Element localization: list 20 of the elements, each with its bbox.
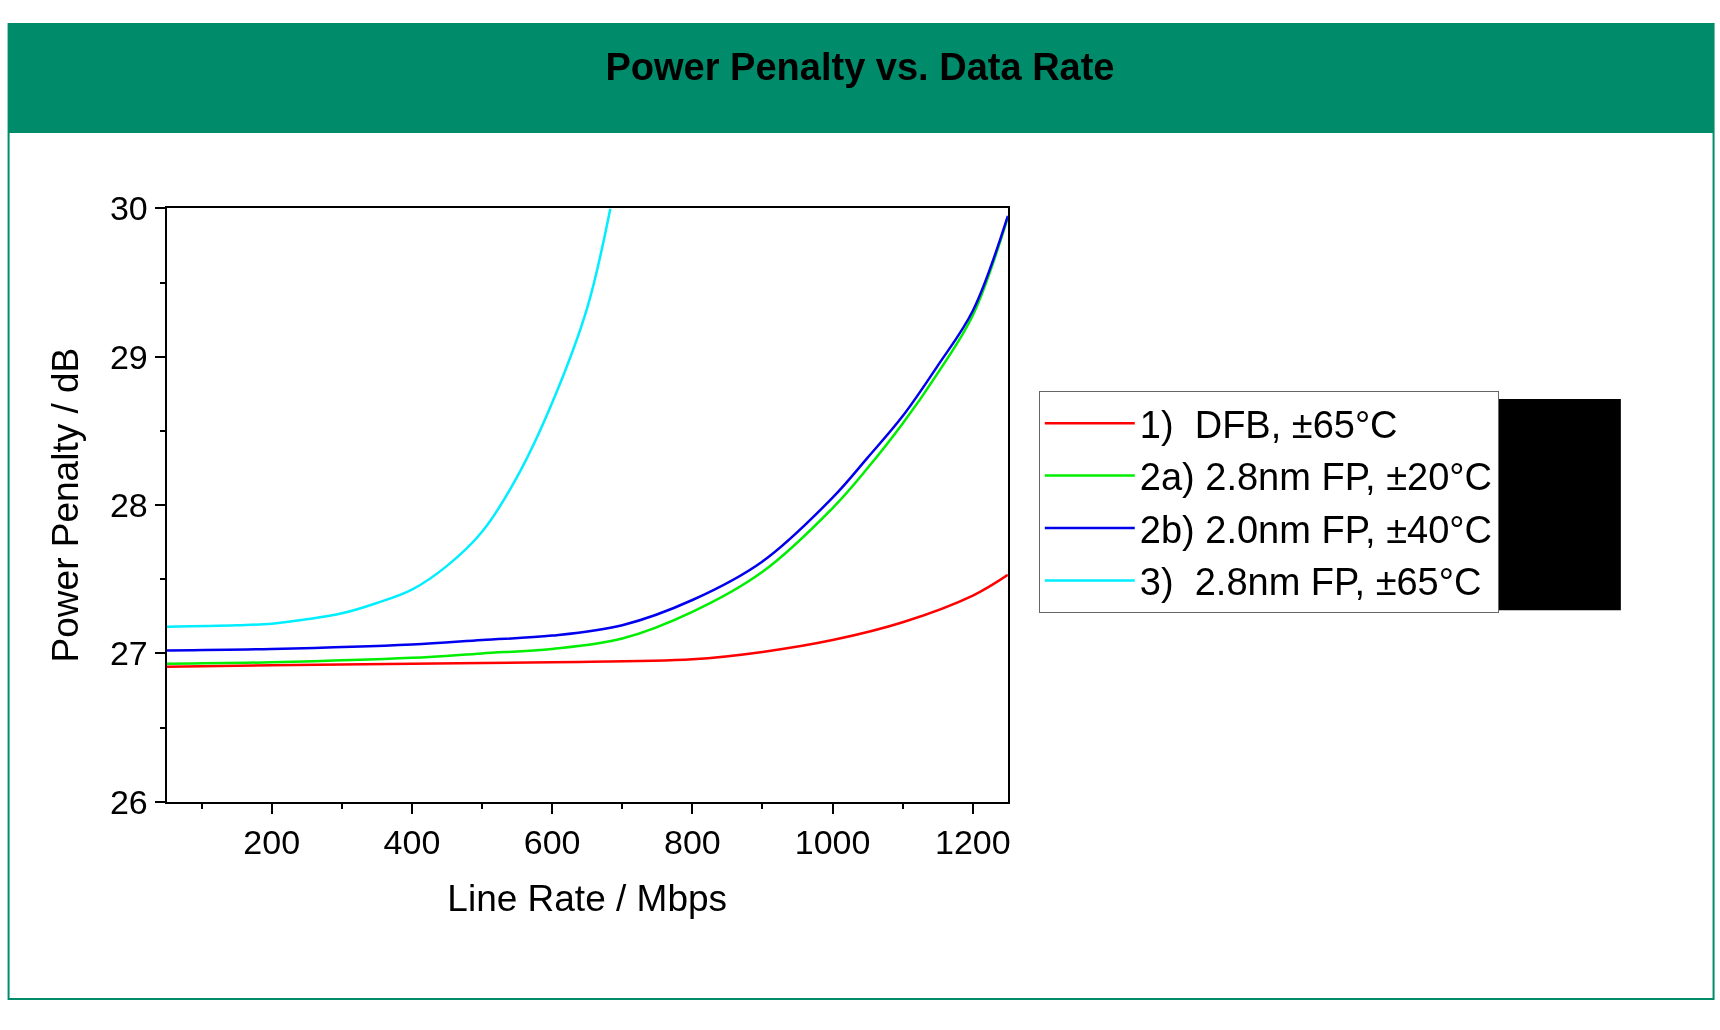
x-axis-title: Line Rate / Mbps xyxy=(447,878,728,920)
x-tick-label: 400 xyxy=(383,823,441,862)
x-tick-label: 600 xyxy=(523,823,581,862)
y-tick-label: 26 xyxy=(109,782,148,821)
y-tick-label: 29 xyxy=(109,337,148,376)
line-series xyxy=(166,573,1008,668)
legend-label: 1) DFB, ±65°C xyxy=(1139,404,1398,447)
x-tick-label: 1000 xyxy=(794,823,871,862)
y-tick-label: 30 xyxy=(109,189,148,228)
y-axis-title: Power Penalty / dB xyxy=(44,347,86,663)
x-tick-label: 1200 xyxy=(935,823,1011,862)
x-tick-label: 800 xyxy=(664,823,721,862)
y-tick-label: 27 xyxy=(109,634,148,673)
y-tick-label: 28 xyxy=(109,485,148,524)
legend-label: 2b) 2.0nm FP, ±40°C xyxy=(1139,508,1492,551)
legend-label: 3) 2.8nm FP, ±65°C xyxy=(1139,561,1482,604)
chart-title: Power Penalty vs. Data Rate xyxy=(605,46,1115,89)
line-series xyxy=(166,208,612,628)
legend-label: 2a) 2.8nm FP, ±20°C xyxy=(1139,456,1492,499)
x-tick-label: 200 xyxy=(243,823,301,862)
